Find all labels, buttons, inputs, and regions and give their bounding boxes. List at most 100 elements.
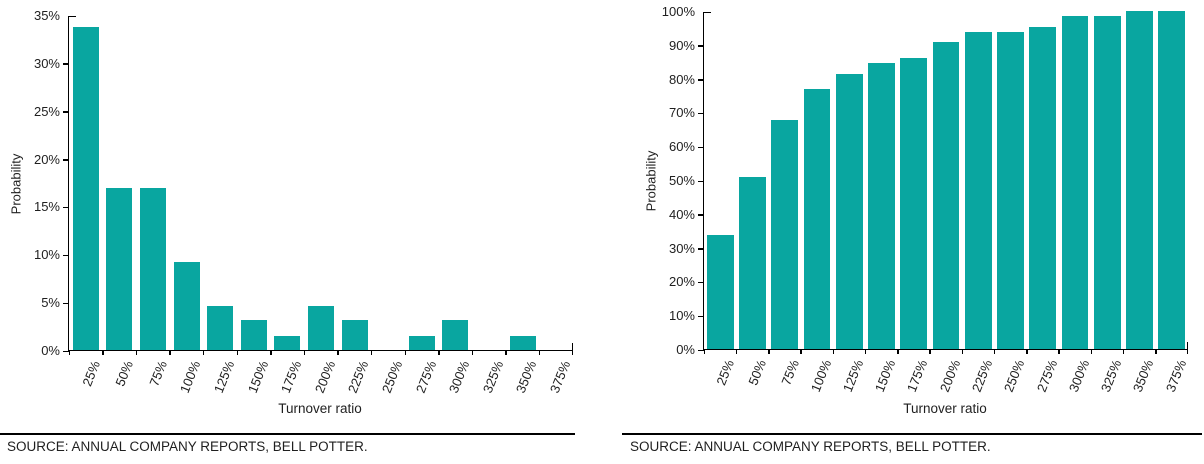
source-note: SOURCE: ANNUAL COMPANY REPORTS, BELL POT… <box>7 439 368 454</box>
x-tick-mark <box>1058 349 1060 354</box>
bar-300% <box>1061 16 1089 349</box>
y-tick-label: 25% <box>33 103 60 119</box>
y-tick-mark <box>63 159 69 161</box>
bar-100% <box>173 261 200 350</box>
y-tick-mark <box>63 254 69 257</box>
y-tick-mark <box>698 248 704 250</box>
x-tick-label: 250% <box>378 358 406 396</box>
y-tick-mark <box>698 214 704 216</box>
x-tick-label: 275% <box>1033 357 1060 395</box>
bar-175% <box>274 335 301 350</box>
y-tick-mark <box>704 11 711 13</box>
x-tick-label: 150% <box>872 357 899 395</box>
bar-350% <box>1126 11 1153 349</box>
y-tick-label: 20% <box>668 274 695 290</box>
x-tick-label: 225% <box>968 357 996 395</box>
x-tick-label: 100% <box>807 357 834 395</box>
x-tick-label: 300% <box>1065 357 1093 395</box>
y-tick-mark <box>698 79 704 81</box>
x-axis-end-stub <box>571 343 573 350</box>
x-tick-mark <box>102 350 104 355</box>
bar-150% <box>240 320 267 350</box>
x-tick-mark <box>703 349 705 354</box>
x-tick-label: 175% <box>904 357 931 395</box>
x-tick-label: 50% <box>112 358 137 389</box>
y-tick-label: 50% <box>668 173 695 188</box>
x-tick-mark <box>993 349 996 354</box>
source-note: SOURCE: ANNUAL COMPANY REPORTS, BELL POT… <box>630 439 991 454</box>
y-tick-label: 20% <box>33 151 60 167</box>
x-tick-mark <box>270 350 272 355</box>
y-tick-mark <box>698 180 704 182</box>
bar-25% <box>72 26 99 350</box>
bar-75% <box>771 120 799 349</box>
x-tick-label: 300% <box>446 358 473 396</box>
bar-175% <box>900 57 928 349</box>
x-tick-label: 350% <box>1130 357 1157 395</box>
bar-375% <box>1158 11 1186 349</box>
x-tick-mark <box>735 349 738 354</box>
x-tick-mark <box>832 349 835 354</box>
x-tick-label: 75% <box>777 357 802 388</box>
x-tick-label: 350% <box>513 358 540 396</box>
source-divider <box>622 433 1202 435</box>
bar-225% <box>964 31 992 349</box>
y-tick-mark <box>69 15 76 17</box>
x-tick-mark <box>404 350 406 355</box>
y-tick-label: 40% <box>668 206 695 222</box>
bar-300% <box>442 320 469 350</box>
y-tick-label: 0% <box>41 343 60 358</box>
x-tick-label: 150% <box>244 358 271 396</box>
y-tick-label: 15% <box>33 199 60 215</box>
x-tick-label: 225% <box>345 358 372 396</box>
y-tick-mark <box>698 146 704 149</box>
bar-125% <box>207 305 234 350</box>
y-tick-label: 30% <box>668 240 695 256</box>
x-axis-end-stub <box>1186 342 1188 349</box>
x-tick-mark <box>202 350 205 355</box>
y-tick-label: 30% <box>33 55 60 71</box>
x-tick-mark <box>1090 349 1093 354</box>
y-tick-label: 5% <box>41 295 60 311</box>
x-tick-mark <box>800 349 802 354</box>
cumulative-plot-area: 0% 10% 20% 30% 40% 50% 60% 70% 80% 90% 100% 25% 50% 7… <box>662 4 1189 394</box>
x-axis-title: Turnover ratio <box>278 401 362 416</box>
bar-75% <box>140 188 166 350</box>
y-tick-label: 80% <box>668 71 695 87</box>
bar-150% <box>868 63 895 349</box>
histogram-plot-area: 0% 5% 10% 15% 20% 25% 30% 35% 25% 50% 75% 100% 125% 1… <box>34 8 573 395</box>
x-tick-mark <box>438 350 440 355</box>
bar-275% <box>408 335 435 350</box>
x-tick-mark <box>1026 349 1028 354</box>
x-tick-mark <box>471 350 474 355</box>
y-tick-mark <box>63 350 69 352</box>
x-tick-mark <box>897 349 899 354</box>
y-tick-mark <box>63 111 69 113</box>
x-tick-mark <box>303 350 306 355</box>
y-tick-label: 0% <box>676 342 695 357</box>
x-tick-mark <box>169 350 171 355</box>
x-axis-title: Turnover ratio <box>903 401 987 416</box>
y-tick-label: 100% <box>661 4 695 19</box>
x-tick-label: 100% <box>177 358 204 396</box>
y-tick-mark <box>698 315 704 318</box>
cumulative-panel: Probability 0% 10% 20% 30% 40% 50% 60% 70% 80% 90… <box>602 0 1204 464</box>
x-tick-mark <box>768 349 770 354</box>
histogram-panel: Probability 0% 5% 10% 15% 20% 25% 30% 35% 25% 50%… <box>0 8 575 454</box>
x-tick-label: 200% <box>936 357 963 395</box>
x-tick-label: 200% <box>311 358 338 396</box>
x-tick-label: 375% <box>1162 357 1189 395</box>
x-tick-mark <box>505 350 507 355</box>
bar-25% <box>706 234 734 349</box>
bar-225% <box>341 320 368 350</box>
y-tick-label: 90% <box>668 37 695 53</box>
y-tick-mark <box>698 281 704 284</box>
x-tick-mark <box>236 350 238 355</box>
y-tick-mark <box>63 302 69 305</box>
x-tick-label: 175% <box>278 358 305 396</box>
y-tick-label: 70% <box>668 105 695 121</box>
bar-50% <box>106 188 133 350</box>
x-tick-label: 125% <box>210 358 238 396</box>
x-tick-label: 375% <box>546 358 574 396</box>
